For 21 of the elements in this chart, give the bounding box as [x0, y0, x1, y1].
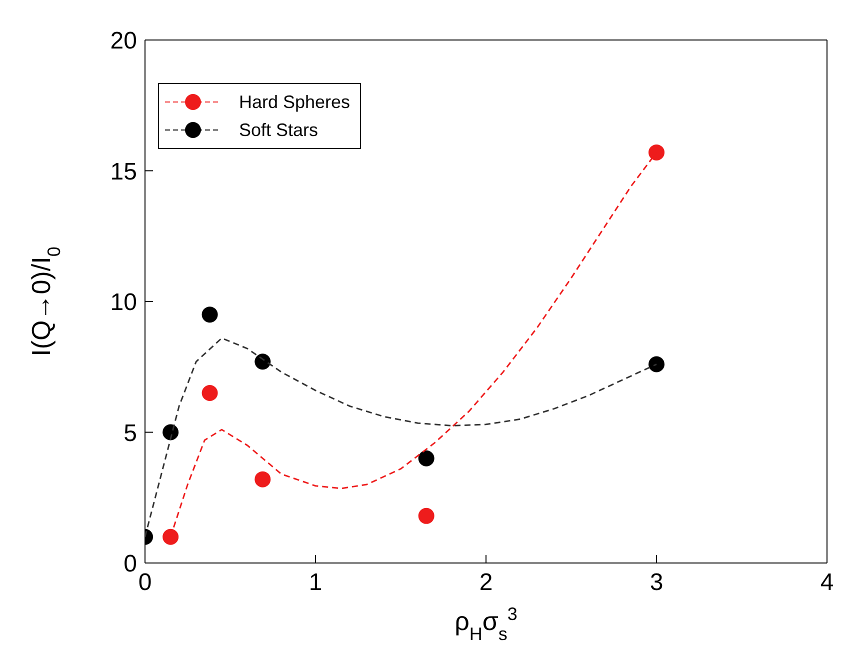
x-tick-label: 2 [479, 569, 493, 596]
point [202, 385, 218, 402]
y-tick-label: 0 [124, 550, 137, 578]
point [648, 144, 664, 160]
y-tick-label: 15 [110, 158, 137, 186]
point [418, 508, 434, 524]
point [162, 424, 179, 440]
legend-label: Hard Spheres [239, 92, 350, 112]
legend-label: Soft Stars [239, 120, 318, 140]
y-tick-label: 10 [110, 289, 137, 316]
point [648, 356, 664, 372]
x-tick-label: 3 [650, 569, 664, 596]
y-tick-label: 5 [124, 420, 137, 447]
point [202, 306, 218, 323]
point [254, 354, 271, 370]
y-tick-label: 20 [110, 28, 137, 55]
point [254, 471, 271, 488]
x-tick-label: 1 [308, 569, 322, 596]
point [418, 450, 434, 466]
x-tick-label: 4 [820, 569, 834, 596]
point [162, 528, 179, 545]
